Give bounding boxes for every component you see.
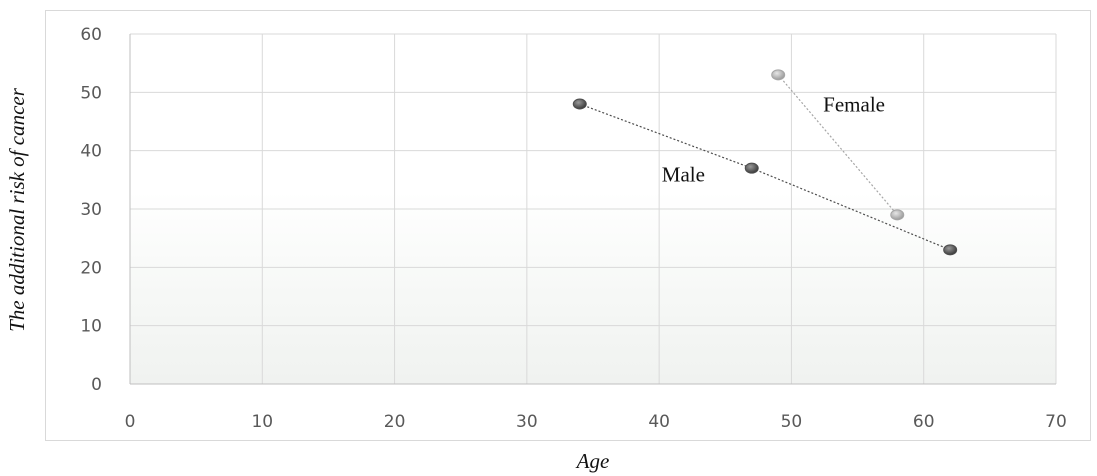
x-tick-label: 30 — [516, 412, 538, 432]
data-point-female — [772, 70, 785, 80]
y-tick-label: 10 — [80, 317, 102, 337]
x-tick-label: 60 — [913, 412, 935, 432]
y-tick-label: 0 — [91, 375, 102, 395]
y-tick-label: 30 — [80, 200, 102, 220]
data-point-male — [573, 99, 586, 109]
y-tick-label: 60 — [80, 25, 102, 45]
y-axis-title: The additional risk of cancer — [5, 87, 29, 332]
x-axis-title: Age — [575, 449, 610, 473]
y-tick-label: 40 — [80, 142, 102, 162]
data-point-female — [891, 210, 904, 220]
y-tick-label: 50 — [80, 83, 102, 103]
series-label-male: Male — [662, 163, 705, 187]
x-tick-label: 70 — [1045, 412, 1067, 432]
x-tick-label: 0 — [125, 412, 136, 432]
x-tick-label: 40 — [648, 412, 670, 432]
data-point-male — [745, 163, 758, 173]
series-label-female: Female — [823, 93, 885, 117]
data-point-male — [944, 245, 957, 255]
x-tick-label: 50 — [781, 412, 803, 432]
x-tick-label: 20 — [384, 412, 406, 432]
y-tick-label: 20 — [80, 258, 102, 278]
x-tick-label: 10 — [251, 412, 273, 432]
